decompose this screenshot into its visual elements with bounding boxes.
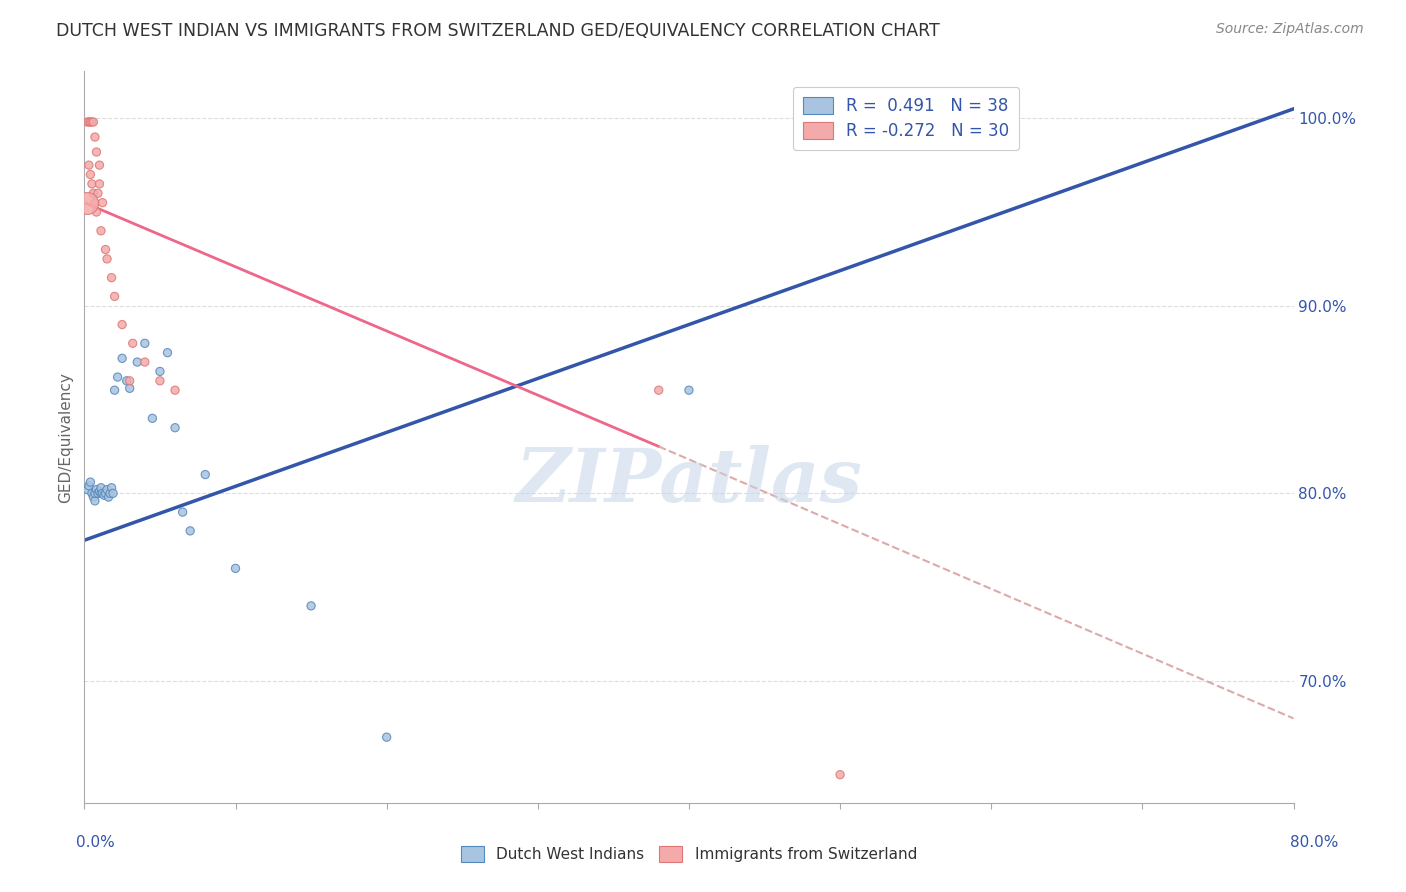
- Point: [149, 364, 172, 378]
- Point: [91, 195, 114, 210]
- Point: [79, 115, 101, 129]
- Point: [80, 486, 103, 500]
- Point: [87, 486, 110, 500]
- Point: [84, 195, 107, 210]
- Point: [648, 383, 671, 397]
- Y-axis label: GED/Equivalency: GED/Equivalency: [58, 372, 73, 502]
- Point: [91, 486, 114, 500]
- Point: [299, 599, 322, 613]
- Point: [86, 145, 108, 159]
- Point: [121, 336, 143, 351]
- Point: [101, 486, 124, 500]
- Point: [98, 486, 121, 500]
- Point: [76, 483, 98, 497]
- Text: Source: ZipAtlas.com: Source: ZipAtlas.com: [1216, 22, 1364, 37]
- Point: [172, 505, 194, 519]
- Point: [79, 475, 101, 489]
- Point: [89, 484, 111, 499]
- Point: [104, 383, 127, 397]
- Text: 80.0%: 80.0%: [1291, 836, 1339, 850]
- Point: [79, 168, 101, 182]
- Point: [77, 115, 100, 129]
- Point: [89, 158, 111, 172]
- Point: [134, 336, 156, 351]
- Point: [115, 374, 138, 388]
- Point: [80, 115, 103, 129]
- Point: [96, 483, 118, 497]
- Point: [94, 486, 117, 500]
- Point: [97, 490, 120, 504]
- Point: [134, 355, 156, 369]
- Text: 0.0%: 0.0%: [76, 836, 115, 850]
- Point: [82, 186, 104, 201]
- Point: [84, 493, 107, 508]
- Point: [100, 481, 122, 495]
- Point: [156, 345, 179, 359]
- Point: [194, 467, 217, 482]
- Point: [90, 224, 112, 238]
- Point: [84, 486, 107, 500]
- Point: [90, 486, 112, 500]
- Point: [96, 252, 118, 266]
- Point: [100, 270, 122, 285]
- Legend: Dutch West Indians, Immigrants from Switzerland: Dutch West Indians, Immigrants from Swit…: [454, 840, 924, 868]
- Point: [111, 318, 134, 332]
- Text: ZIPatlas: ZIPatlas: [516, 445, 862, 517]
- Point: [87, 186, 110, 201]
- Point: [76, 115, 98, 129]
- Point: [225, 561, 247, 575]
- Point: [165, 420, 187, 434]
- Point: [86, 205, 108, 219]
- Point: [678, 383, 700, 397]
- Point: [77, 158, 100, 172]
- Point: [104, 289, 127, 303]
- Point: [94, 243, 117, 257]
- Point: [89, 177, 111, 191]
- Point: [77, 479, 100, 493]
- Text: DUTCH WEST INDIAN VS IMMIGRANTS FROM SWITZERLAND GED/EQUIVALENCY CORRELATION CHA: DUTCH WEST INDIAN VS IMMIGRANTS FROM SWI…: [56, 22, 941, 40]
- Point: [179, 524, 201, 538]
- Point: [141, 411, 163, 425]
- Point: [165, 383, 187, 397]
- Point: [86, 483, 108, 497]
- Point: [90, 481, 112, 495]
- Point: [118, 381, 141, 395]
- Point: [107, 370, 129, 384]
- Point: [111, 351, 134, 366]
- Point: [127, 355, 149, 369]
- Point: [375, 730, 398, 744]
- Point: [830, 767, 852, 781]
- Point: [118, 374, 141, 388]
- Point: [76, 195, 98, 210]
- Point: [82, 490, 104, 504]
- Point: [82, 115, 104, 129]
- Point: [93, 488, 115, 502]
- Point: [84, 130, 107, 145]
- Point: [80, 177, 103, 191]
- Point: [149, 374, 172, 388]
